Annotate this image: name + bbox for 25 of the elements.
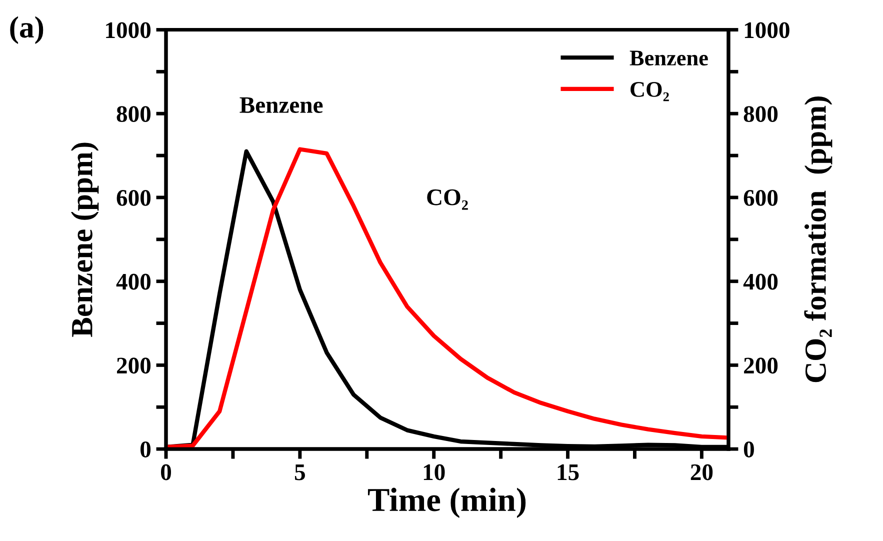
y2-tick-label: 1000 bbox=[744, 22, 790, 38]
chart-title: (a) bbox=[10, 16, 44, 44]
legend-label: Benzene bbox=[630, 50, 708, 66]
y-tick-label: 200 bbox=[116, 358, 151, 374]
annotation: Benzene bbox=[240, 97, 323, 113]
y-tick-label: 800 bbox=[116, 106, 151, 122]
y-tick-label: 600 bbox=[116, 190, 151, 206]
legend-label: CO₂ bbox=[630, 82, 669, 102]
annotation: CO₂ bbox=[427, 189, 468, 210]
y2-tick-label: 200 bbox=[744, 358, 778, 374]
y2-tick-label: 600 bbox=[744, 190, 778, 206]
y2-tick-label: 0 bbox=[744, 442, 754, 458]
x-tick-label: 0 bbox=[161, 464, 172, 480]
y2-tick-label: 400 bbox=[743, 274, 778, 290]
y2-axis-title: CO₂ formation (ppm) bbox=[804, 96, 832, 382]
x-tick-label: 5 bbox=[294, 464, 305, 480]
y2-tick-label: 800 bbox=[744, 106, 778, 122]
x-axis-title: Time (min) bbox=[368, 488, 526, 518]
x-tick-label: 20 bbox=[690, 464, 713, 480]
x-tick-label: 15 bbox=[558, 464, 579, 480]
x-tick-label: 10 bbox=[424, 464, 445, 480]
y-tick-label: 400 bbox=[116, 274, 151, 290]
y-tick-label: 0 bbox=[140, 442, 151, 458]
y-tick-label: 1000 bbox=[106, 22, 151, 38]
y-axis-title: Benzene (ppm) bbox=[70, 142, 99, 337]
